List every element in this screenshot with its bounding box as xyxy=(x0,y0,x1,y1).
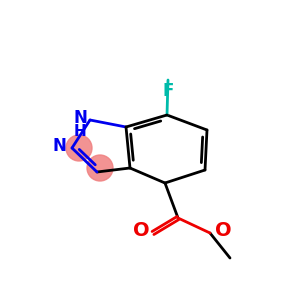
Text: H: H xyxy=(74,124,86,140)
Text: O: O xyxy=(215,220,231,239)
Text: N: N xyxy=(52,137,66,155)
Circle shape xyxy=(66,135,92,161)
Text: N: N xyxy=(73,109,87,127)
Text: F: F xyxy=(162,82,174,100)
Circle shape xyxy=(87,155,113,181)
Text: O: O xyxy=(133,220,149,239)
